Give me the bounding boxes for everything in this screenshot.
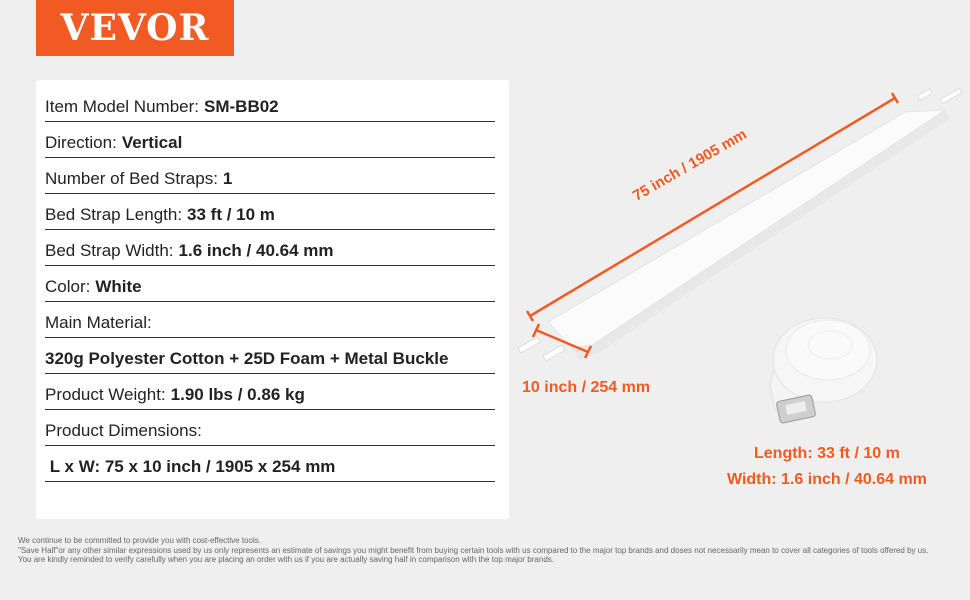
- disclaimer-line: You are kindly reminded to verify carefu…: [18, 555, 554, 564]
- width-dimension-line: [531, 323, 593, 359]
- spec-value: 320g Polyester Cotton + 25D Foam + Metal…: [45, 349, 449, 368]
- spec-row-color: Color: White: [45, 266, 495, 302]
- spec-value: Vertical: [121, 133, 183, 152]
- roll-width-label: Width: 1.6 inch / 40.64 mm: [727, 471, 927, 488]
- roll-length-label: Length: 33 ft / 10 m: [754, 445, 900, 462]
- spec-row-material: Main Material:: [45, 302, 495, 338]
- vevor-logo: VEVOR: [36, 0, 234, 56]
- spec-label: Bed Strap Width:: [45, 241, 174, 260]
- spec-row-weight: Product Weight: 1.90 lbs / 0.86 kg: [45, 374, 495, 410]
- spec-value: L x W: 75 x 10 inch / 1905 x 254 mm: [45, 457, 336, 476]
- disclaimer-footer: We continue to be committed to provide y…: [18, 536, 948, 565]
- spec-label: Main Material:: [45, 313, 152, 332]
- spec-row-material-value: 320g Polyester Cotton + 25D Foam + Metal…: [45, 338, 495, 374]
- spec-label: Product Weight:: [45, 385, 166, 404]
- spec-label: Direction:: [45, 133, 117, 152]
- spec-row-count: Number of Bed Straps: 1: [45, 158, 495, 194]
- spec-value: 33 ft / 10 m: [187, 205, 275, 224]
- spec-card: Item Model Number: SM-BB02 Direction: Vert…: [36, 80, 509, 519]
- spec-label: Bed Strap Length:: [45, 205, 183, 224]
- width-dimension-label: 10 inch / 254 mm: [522, 379, 651, 396]
- spec-label: Number of Bed Straps:: [45, 169, 218, 188]
- spec-value: White: [95, 277, 142, 296]
- spec-value: SM-BB02: [204, 97, 279, 116]
- spec-label: Item Model Number:: [45, 97, 199, 116]
- disclaimer-line: "Save Half"or any other similar expressi…: [18, 545, 929, 555]
- length-dimension-line: [525, 92, 900, 322]
- spec-row-direction: Direction: Vertical: [45, 122, 495, 158]
- disclaimer-line: We continue to be committed to provide y…: [18, 536, 261, 545]
- spec-row-length: Bed Strap Length: 33 ft / 10 m: [45, 194, 495, 230]
- spec-value: 1.6 inch / 40.64 mm: [178, 241, 334, 260]
- spec-label: Product Dimensions:: [45, 421, 202, 440]
- spec-row-model: Item Model Number: SM-BB02: [45, 86, 495, 122]
- strap-roll-image: [769, 317, 878, 424]
- spec-value: 1: [222, 169, 233, 188]
- spec-row-dimensions: Product Dimensions:: [45, 410, 495, 446]
- spec-row-dimensions-value: L x W: 75 x 10 inch / 1905 x 254 mm: [45, 446, 495, 482]
- spec-row-width: Bed Strap Width: 1.6 inch / 40.64 mm: [45, 230, 495, 266]
- spec-value: 1.90 lbs / 0.86 kg: [170, 385, 305, 404]
- spec-label: Color:: [45, 277, 91, 296]
